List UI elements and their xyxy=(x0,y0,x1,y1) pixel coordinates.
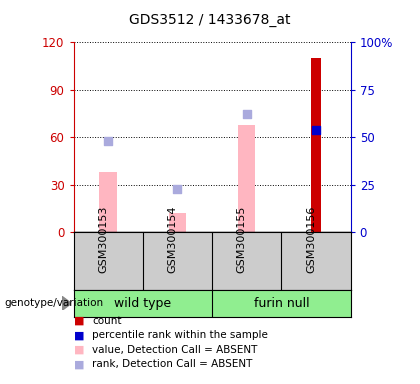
Point xyxy=(313,127,320,133)
Text: ■: ■ xyxy=(74,316,84,326)
Text: genotype/variation: genotype/variation xyxy=(4,298,103,308)
Text: percentile rank within the sample: percentile rank within the sample xyxy=(92,330,268,340)
Text: count: count xyxy=(92,316,122,326)
Polygon shape xyxy=(62,296,71,310)
Point xyxy=(244,111,250,118)
Text: GSM300153: GSM300153 xyxy=(98,205,108,273)
Text: GSM300154: GSM300154 xyxy=(168,205,177,273)
Bar xyxy=(100,172,117,232)
Bar xyxy=(238,124,255,232)
Text: GSM300156: GSM300156 xyxy=(306,205,316,273)
Text: GDS3512 / 1433678_at: GDS3512 / 1433678_at xyxy=(129,13,291,27)
Text: GSM300155: GSM300155 xyxy=(237,205,247,273)
Point xyxy=(174,185,181,192)
Bar xyxy=(169,214,186,232)
Text: wild type: wild type xyxy=(114,297,171,310)
Text: ■: ■ xyxy=(74,359,84,369)
Text: rank, Detection Call = ABSENT: rank, Detection Call = ABSENT xyxy=(92,359,253,369)
Text: ■: ■ xyxy=(74,345,84,355)
Text: ■: ■ xyxy=(74,330,84,340)
Text: value, Detection Call = ABSENT: value, Detection Call = ABSENT xyxy=(92,345,258,355)
Bar xyxy=(311,58,321,232)
Text: furin null: furin null xyxy=(254,297,309,310)
Point xyxy=(105,138,112,144)
